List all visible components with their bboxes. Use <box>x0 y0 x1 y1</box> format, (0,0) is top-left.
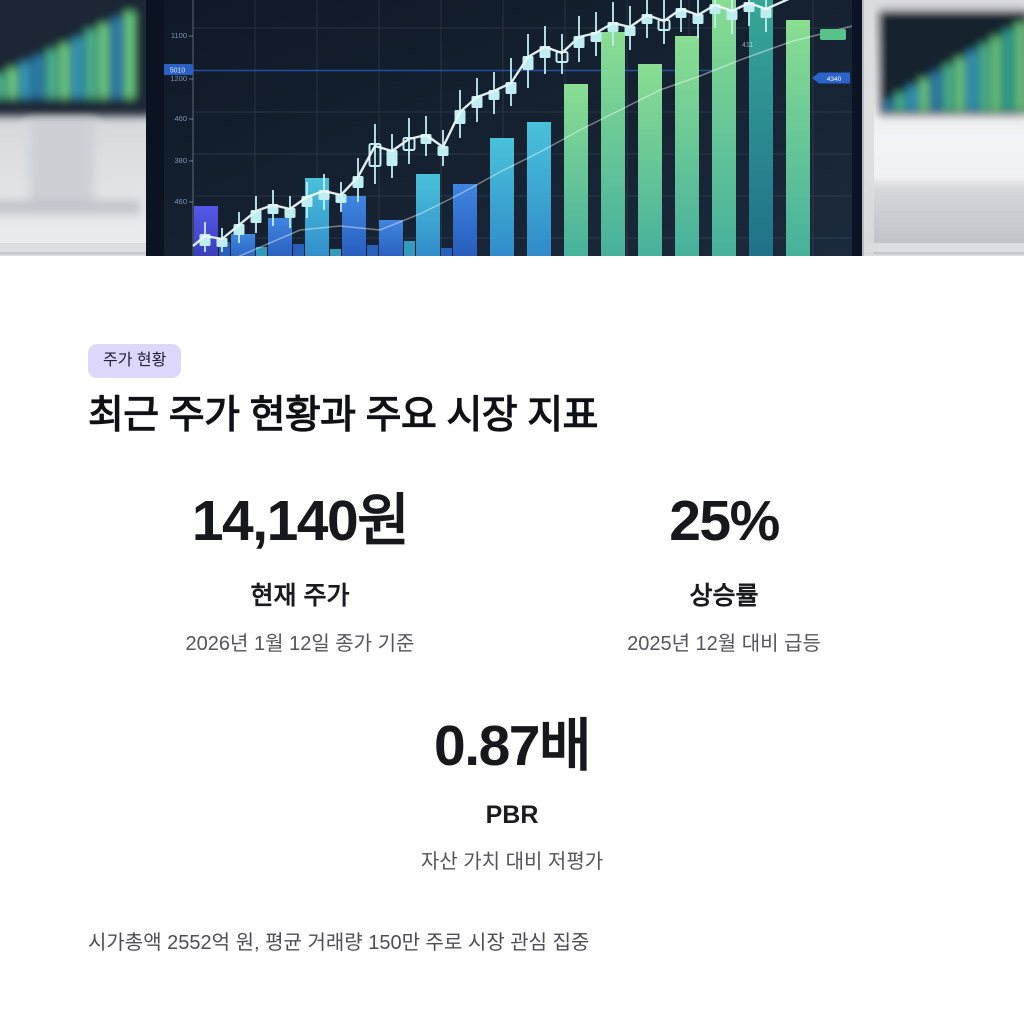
price-bars <box>194 0 810 256</box>
stat-pbr: 0.87배 PBR 자산 가치 대비 저평가 <box>88 713 936 874</box>
stat-sublabel: 2025년 12월 대비 급등 <box>627 632 821 655</box>
left-monitor <box>0 0 154 214</box>
desk-line-left <box>0 252 150 255</box>
main-trend-line <box>192 0 790 247</box>
stats-grid: 14,140원 현재 주가 2026년 1월 12일 종가 기준 25% 상승률… <box>88 488 936 874</box>
stock-status-section: 주가 현황 최근 주가 현황과 주요 시장 지표 14,140원 현재 주가 2… <box>0 256 1024 955</box>
axis-price-tag-label: 5010 <box>170 68 186 75</box>
secondary-trend-line: 411 <box>237 25 852 256</box>
section-badge: 주가 현황 <box>88 344 182 378</box>
stat-sublabel: 2026년 1월 12일 종가 기준 <box>185 632 415 655</box>
stat-label: 현재 주가 <box>250 581 350 610</box>
stat-current-price: 14,140원 현재 주가 2026년 1월 12일 종가 기준 <box>88 488 512 656</box>
main-monitor: 411 <box>146 0 874 256</box>
axis-label: 460 <box>174 114 187 123</box>
green-price-tag <box>820 29 846 40</box>
stat-label: PBR <box>485 800 539 829</box>
stat-label: 상승률 <box>689 581 759 610</box>
volume-bars <box>219 241 452 256</box>
axis-label: 380 <box>174 156 187 165</box>
market-note: 시가총액 2552억 원, 평균 거래량 150만 주로 시장 관심 집중 <box>88 931 590 954</box>
axis-label: 1100 <box>171 31 187 40</box>
stat-sublabel: 자산 가치 대비 저평가 <box>420 850 604 873</box>
trend-line-label: 411 <box>742 42 753 49</box>
page-title: 최근 주가 현황과 주요 시장 지표 <box>88 394 598 437</box>
stock-chart-graphic: 411 <box>0 0 1024 256</box>
axis-label: 1200 <box>170 74 187 83</box>
desk-line-right <box>860 252 1024 255</box>
blue-price-tag-label: 4340 <box>827 76 842 83</box>
stat-value: 25% <box>669 488 780 553</box>
y-axis: 1100 1200 460 380 460 5010 <box>164 0 194 256</box>
right-monitor <box>866 0 1024 256</box>
stat-value: 14,140원 <box>191 488 410 553</box>
hero-image: 411 <box>0 0 1024 256</box>
stat-value: 0.87배 <box>434 713 591 778</box>
axis-label: 460 <box>174 197 187 206</box>
axis-price-tag <box>164 64 193 75</box>
stat-change-rate: 25% 상승률 2025년 12월 대비 급등 <box>512 488 936 656</box>
blue-price-tag: 4340 <box>812 72 850 84</box>
